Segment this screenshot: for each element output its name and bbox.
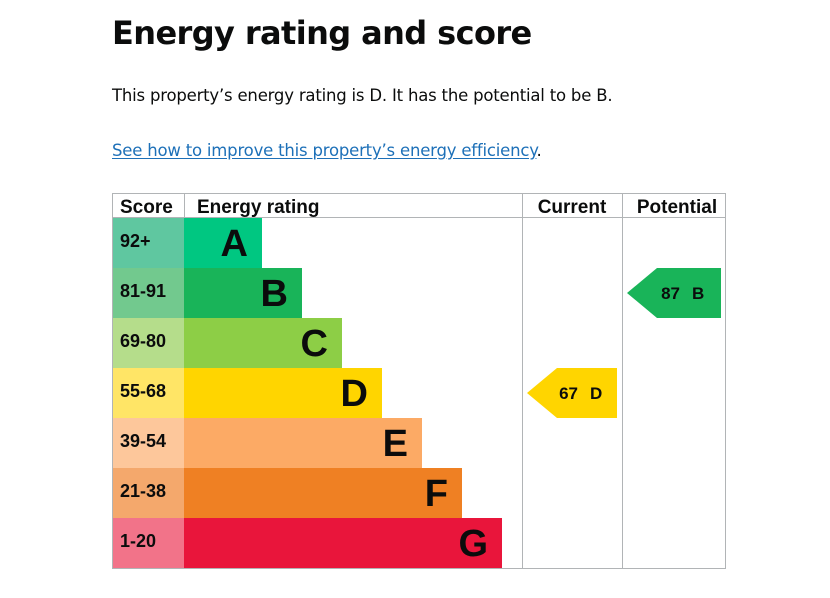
rating-summary: This property’s energy rating is D. It h…: [112, 86, 613, 105]
score-cell-c: [112, 318, 184, 368]
score-cell-f: [112, 468, 184, 518]
rating-letter-e: E: [383, 423, 408, 465]
rating-bar-f: [184, 468, 462, 518]
header-score: Score: [120, 197, 173, 218]
rating-bar-g: [184, 518, 502, 568]
indicator-layer: 67 D 87 B: [527, 268, 721, 418]
header-energy-rating: Energy rating: [197, 197, 319, 218]
score-cell-e: [112, 418, 184, 468]
score-label-e: 39-54: [120, 431, 166, 451]
header-current: Current: [538, 197, 607, 218]
bands-layer: 92+ A 81-91 B 69-80 C 55-68 D 39-54 E 21-38 F 1-20 G: [112, 218, 502, 568]
current-rating-score: 67: [559, 384, 578, 403]
rating-letter-d: D: [341, 373, 368, 415]
current-rating-letter: D: [590, 384, 602, 403]
rating-letter-f: F: [425, 473, 448, 515]
score-cell-a: [112, 218, 184, 268]
potential-rating-letter: B: [692, 284, 704, 303]
improve-efficiency-link[interactable]: See how to improve this property’s energ…: [112, 141, 537, 160]
score-label-b: 81-91: [120, 281, 166, 301]
rating-letter-g: G: [458, 523, 488, 565]
rating-bar-b: [184, 268, 302, 318]
score-label-c: 69-80: [120, 331, 166, 351]
table-grid: [112, 193, 726, 569]
table-header: Score Energy rating Current Potential: [120, 197, 717, 218]
page-title: Energy rating and score: [112, 14, 532, 52]
rating-letter-b: B: [261, 273, 288, 315]
potential-rating-arrow: [627, 268, 721, 318]
score-label-d: 55-68: [120, 381, 166, 401]
score-cell-b: [112, 268, 184, 318]
rating-letter-c: C: [301, 323, 328, 365]
score-label-f: 21-38: [120, 481, 166, 501]
rating-bar-c: [184, 318, 342, 368]
score-label-g: 1-20: [120, 531, 156, 551]
rating-bar-d: [184, 368, 382, 418]
score-cell-d: [112, 368, 184, 418]
rating-bar-e: [184, 418, 422, 468]
current-rating-arrow: [527, 368, 617, 418]
rating-bar-a: [184, 218, 262, 268]
rating-letter-a: A: [221, 223, 248, 265]
score-cell-g: [112, 518, 184, 568]
potential-rating-score: 87: [661, 284, 680, 303]
header-potential: Potential: [637, 197, 717, 218]
improve-paragraph: See how to improve this property’s energ…: [112, 140, 542, 162]
score-label-a: 92+: [120, 231, 151, 251]
link-suffix: .: [536, 141, 542, 160]
